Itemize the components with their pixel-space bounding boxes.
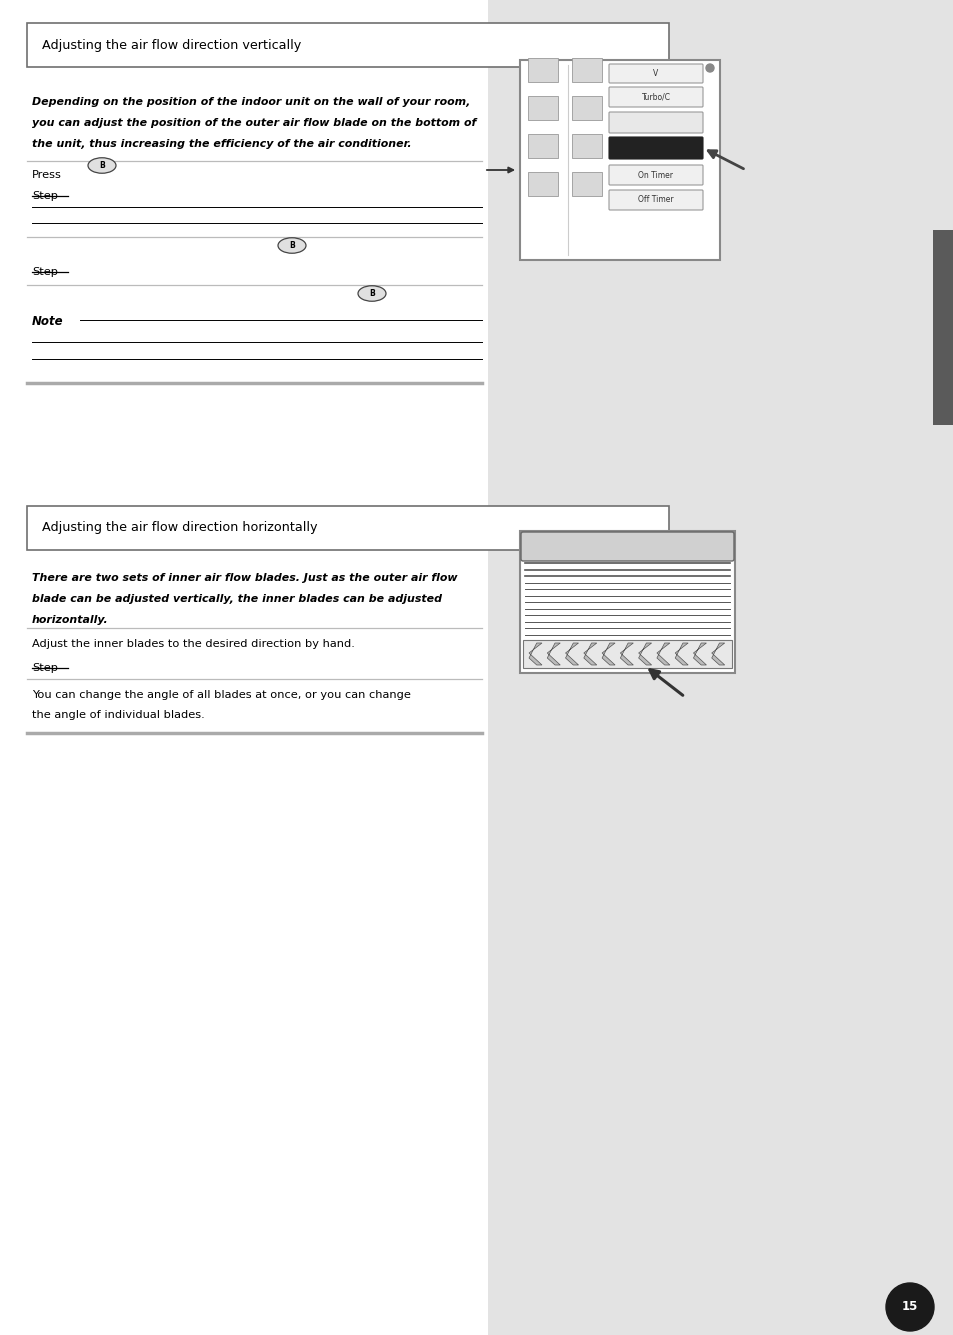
Text: blade can be adjusted vertically, the inner blades can be adjusted: blade can be adjusted vertically, the in… — [32, 594, 441, 603]
Bar — [0, 0, 488, 1335]
FancyBboxPatch shape — [608, 190, 702, 210]
Text: B: B — [99, 162, 105, 170]
Circle shape — [885, 1283, 933, 1331]
Text: Press: Press — [32, 170, 62, 180]
Polygon shape — [547, 643, 559, 665]
Text: Step: Step — [32, 267, 58, 276]
Text: V: V — [653, 69, 658, 77]
Polygon shape — [675, 643, 687, 665]
Bar — [519, 60, 720, 260]
Text: you can adjust the position of the outer air flow blade on the bottom of: you can adjust the position of the outer… — [32, 117, 476, 128]
Text: Adjusting the air flow direction horizontally: Adjusting the air flow direction horizon… — [42, 522, 317, 534]
FancyBboxPatch shape — [520, 533, 733, 561]
Text: Adjust the inner blades to the desired direction by hand.: Adjust the inner blades to the desired d… — [32, 639, 355, 649]
FancyBboxPatch shape — [608, 112, 702, 134]
Text: the angle of individual blades.: the angle of individual blades. — [32, 710, 205, 720]
Bar — [572, 134, 601, 158]
Polygon shape — [619, 643, 633, 665]
Polygon shape — [693, 643, 706, 665]
Text: There are two sets of inner air flow blades. Just as the outer air flow: There are two sets of inner air flow bla… — [32, 573, 457, 583]
Ellipse shape — [357, 286, 386, 302]
Text: B: B — [289, 242, 294, 250]
Text: horizontally.: horizontally. — [32, 615, 109, 625]
Bar — [527, 96, 558, 120]
Bar — [527, 134, 558, 158]
Polygon shape — [638, 643, 651, 665]
Bar — [572, 96, 601, 120]
Text: Turbo/C: Turbo/C — [640, 92, 670, 101]
Bar — [572, 172, 601, 196]
Bar — [527, 57, 558, 81]
Polygon shape — [529, 643, 541, 665]
FancyBboxPatch shape — [608, 166, 702, 186]
Text: Step: Step — [32, 663, 58, 673]
Text: B: B — [369, 288, 375, 298]
Polygon shape — [565, 643, 578, 665]
Bar — [27, 506, 668, 550]
Text: Step: Step — [32, 191, 58, 202]
Bar — [519, 531, 734, 673]
Text: Adjusting the air flow direction vertically: Adjusting the air flow direction vertica… — [42, 39, 301, 52]
Bar — [522, 639, 731, 668]
Polygon shape — [583, 643, 597, 665]
Bar — [488, 0, 953, 1335]
Ellipse shape — [88, 158, 116, 174]
Text: You can change the angle of all blades at once, or you can change: You can change the angle of all blades a… — [32, 690, 411, 700]
FancyBboxPatch shape — [608, 87, 702, 107]
Circle shape — [705, 64, 713, 72]
FancyBboxPatch shape — [608, 138, 702, 159]
Bar — [527, 172, 558, 196]
Text: Off Timer: Off Timer — [638, 195, 673, 204]
Ellipse shape — [277, 238, 306, 254]
Bar — [27, 23, 668, 67]
Text: the unit, thus increasing the efficiency of the air conditioner.: the unit, thus increasing the efficiency… — [32, 139, 411, 150]
Text: On Timer: On Timer — [638, 171, 673, 179]
FancyBboxPatch shape — [608, 64, 702, 83]
Bar — [932, 230, 953, 425]
Text: 15: 15 — [901, 1300, 917, 1314]
Text: Depending on the position of the indoor unit on the wall of your room,: Depending on the position of the indoor … — [32, 97, 470, 107]
Polygon shape — [711, 643, 724, 665]
Bar — [572, 57, 601, 81]
Polygon shape — [657, 643, 669, 665]
Text: Note: Note — [32, 315, 64, 328]
Polygon shape — [601, 643, 615, 665]
